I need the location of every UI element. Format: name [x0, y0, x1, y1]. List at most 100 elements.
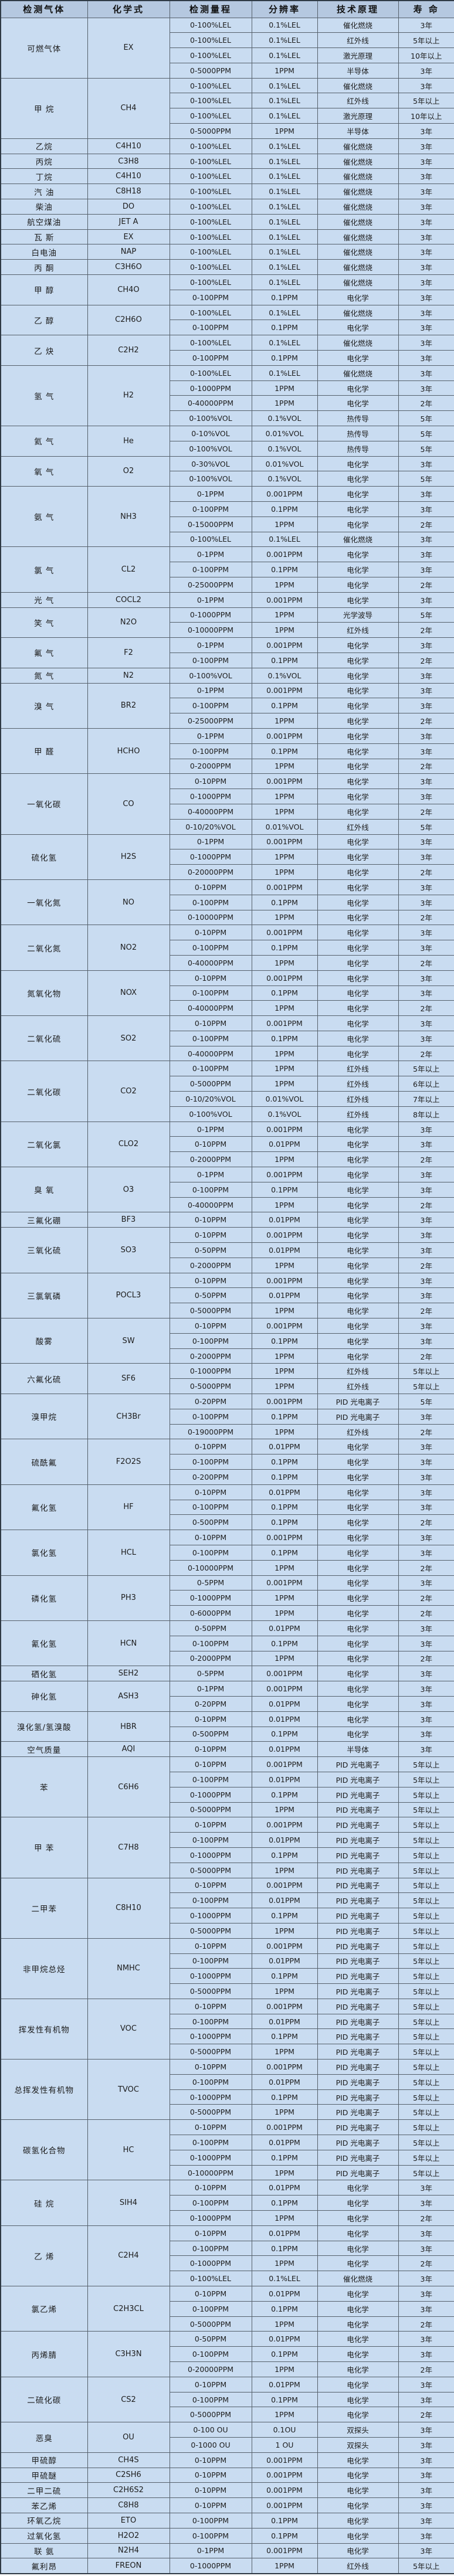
range-cell: 0-100 OU: [169, 2422, 252, 2438]
resolution-cell: 0.01PPM: [251, 2286, 318, 2302]
table-row: 三氧化硫 SO3 0-10PPM 0.001PPM 电化学 3年: [0, 1227, 454, 1273]
resolution-cell: 0.1PPM: [251, 2391, 318, 2408]
principle-cell: PID 光电离子: [317, 2149, 399, 2166]
gas-name-cell: 苯乙烯: [0, 2497, 88, 2513]
table-row: 甲 烷 CH4 0-100%LEL 0.1%LEL 催化燃烧 3年: [0, 77, 454, 139]
lifespan-cell: 5年以上: [398, 1802, 454, 1818]
gas-name-cell: 汽 油: [0, 183, 88, 200]
range-cell: 0-100PPM: [169, 2300, 252, 2317]
table-row: 0-10/20%VOL 0.01%VOL 红外线 7年以上: [1, 1091, 454, 1107]
range-cell: 0-1000PPM: [169, 2149, 252, 2166]
principle-cell: 催化燃烧: [317, 168, 399, 185]
resolution-cell: 0.1%LEL: [251, 2271, 318, 2287]
resolution-cell: 0.01PPM: [251, 1620, 318, 1636]
resolution-cell: 1PPM: [251, 849, 318, 865]
range-cell: 0-100%LEL: [169, 213, 252, 230]
lifespan-cell: 3年: [398, 229, 454, 245]
resolution-cell: 1PPM: [251, 1061, 318, 1077]
gas-name-cell: 硅 烷: [0, 2180, 88, 2226]
lifespan-cell: 5年以上: [398, 93, 454, 109]
table-row: 0-50PPM 0.01PPM 电化学 3年: [1, 1287, 454, 1304]
table-row: 0-2000PPM 1PPM 电化学 2年: [1, 1650, 454, 1667]
table-row: 0-100PPM 0.01PPM PID 光电离子 5年以上: [1, 2135, 454, 2150]
table-row: 0-100%LEL 0.1%LEL 红外线 5年以上: [1, 93, 454, 109]
principle-cell: 电化学: [317, 1484, 399, 1500]
resolution-cell: 0.01PPM: [251, 1892, 318, 1909]
table-row: 0-40000PPM 1PPM 电化学 2年: [1, 803, 454, 820]
lifespan-cell: 2年: [398, 803, 454, 820]
lifespan-cell: 3年: [398, 486, 454, 502]
lifespan-cell: 3年: [398, 2452, 454, 2468]
principle-cell: PID 光电离子: [317, 1802, 399, 1818]
resolution-cell: 0.01PPM: [251, 1287, 318, 1304]
range-cell: 0-5000PPM: [169, 2407, 252, 2423]
principle-cell: 红外线: [317, 1378, 399, 1395]
lifespan-cell: 3年: [398, 1635, 454, 1651]
range-cell: 0-10PPM: [169, 773, 252, 790]
resolution-cell: 1PPM: [251, 803, 318, 820]
table-row: 溴化氢/氢溴酸 HBR 0-10PPM 0.01PPM 电化学 3年: [0, 1711, 454, 1742]
gas-name-cell: 甲硫醇: [0, 2452, 88, 2468]
column-header-range: 检测量程: [169, 0, 252, 18]
table-row: 0-100PPM 0.01PPM PID 光电离子 5年以上: [1, 1953, 454, 1969]
table-row: 氟 气 F2 0-1PPM 0.001PPM 电化学 3年: [0, 637, 454, 668]
gas-name-cell: 酸雾: [0, 1318, 88, 1364]
lifespan-cell: 5年: [398, 426, 454, 441]
principle-cell: 电化学: [317, 320, 399, 336]
principle-cell: PID 光电离子: [317, 2104, 399, 2120]
lifespan-cell: 3年: [398, 2482, 454, 2499]
lifespan-cell: 3年: [398, 259, 454, 276]
formula-cell: PH3: [87, 1575, 170, 1621]
resolution-cell: 0.001PPM: [251, 1167, 318, 1182]
table-row: 可燃气体 EX 0-100%LEL 0.1%LEL 催化燃烧 3年: [0, 17, 454, 79]
formula-cell: SW: [87, 1318, 170, 1364]
principle-cell: 催化燃烧: [317, 213, 399, 230]
table-row: 0-1000PPM 1PPM 电化学 3年: [1, 849, 454, 865]
lifespan-cell: 5年以上: [398, 1938, 454, 1954]
principle-cell: 电化学: [317, 1030, 399, 1046]
formula-cell: NAP: [87, 244, 170, 260]
formula-cell: SEH2: [87, 1666, 170, 1682]
table-row: 0-1000PPM 1PPM 电化学 3年: [1, 380, 454, 396]
lifespan-cell: 5年以上: [398, 2089, 454, 2105]
range-cell: 0-100%LEL: [169, 199, 252, 215]
table-row: 0-100PPM 0.1PPM 电化学 3年: [1, 1454, 454, 1470]
range-cell: 0-100%LEL: [169, 259, 252, 276]
table-row: 硅 烷 SIH4 0-10PPM 0.01PPM 电化学 3年: [0, 2180, 454, 2226]
range-cell: 0-5000PPM: [169, 1922, 252, 1939]
gas-name-cell: 三氧化硫: [0, 1227, 88, 1273]
range-cell: 0-1000PPM: [169, 2255, 252, 2272]
range-cell: 0-10PPM: [169, 1015, 252, 1031]
lifespan-cell: 5年以上: [398, 1771, 454, 1787]
table-row: 0-100PPM 0.1PPM 电化学 3年: [1, 743, 454, 759]
gas-name-cell: 二硫化碳: [0, 2376, 88, 2423]
range-cell: 0-1000PPM: [169, 1968, 252, 1984]
table-row: 0-100PPM 0.1PPM 电化学 3年: [1, 1030, 454, 1046]
range-cell: 0-100%LEL: [169, 108, 252, 124]
lifespan-cell: 3年: [398, 1499, 454, 1515]
gas-name-cell: 丙烯腈: [0, 2331, 88, 2377]
formula-cell: F2: [87, 637, 170, 668]
table-row: 0-2000PPM 1PPM 电化学 2年: [1, 1348, 454, 1364]
formula-cell: SO2: [87, 1015, 170, 1062]
resolution-cell: 0.1PPM: [251, 2346, 318, 2363]
range-cell: 0-10PPM: [169, 2059, 252, 2075]
lifespan-cell: 3年: [398, 1015, 454, 1031]
table-row: 丙烷 C3H8 0-100%LEL 0.1%LEL 催化燃烧 3年: [0, 153, 454, 169]
resolution-cell: 0.1PPM: [251, 894, 318, 910]
resolution-cell: 0.1PPM: [251, 1408, 318, 1425]
table-row: 0-100PPM 0.1PPM 电化学 3年: [1, 1181, 454, 1198]
lifespan-cell: 5年以上: [398, 1922, 454, 1939]
principle-cell: 红外线: [317, 818, 399, 835]
formula-cell: C2H2: [87, 335, 170, 366]
range-cell: 0-100PPM: [169, 320, 252, 336]
lifespan-cell: 8年以上: [398, 1106, 454, 1122]
table-row: 氯 气 CL2 0-1PPM 0.001PPM 电化学 3年: [0, 546, 454, 593]
lifespan-cell: 5年以上: [398, 1953, 454, 1969]
formula-cell: N2O: [87, 607, 170, 638]
principle-cell: PID 光电离子: [317, 1998, 399, 2014]
lifespan-cell: 3年: [398, 1227, 454, 1243]
principle-cell: 电化学: [317, 1000, 399, 1017]
range-cell: 0-5000PPM: [169, 2104, 252, 2120]
range-cell: 0-1000PPM: [169, 1847, 252, 1863]
